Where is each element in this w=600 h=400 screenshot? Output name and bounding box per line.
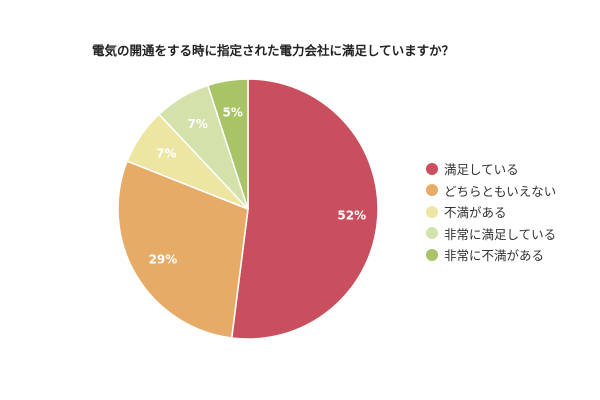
legend-swatch	[426, 205, 438, 218]
pie-slice-1	[230, 78, 379, 340]
data-label-3: 7%	[156, 146, 176, 160]
legend-swatch	[426, 248, 438, 261]
pie-slice-2	[117, 160, 249, 339]
chart-legend: 満足しているどちらともいえない 不満がある非常に満足している 非常に不満がある	[426, 158, 556, 266]
data-label-2: 29%	[149, 252, 178, 266]
legend-item-2: どちらともいえない	[426, 180, 556, 202]
pie-slices	[117, 78, 379, 340]
data-label-5: 5%	[223, 106, 243, 120]
legend-item-5: 非常に不満がある	[426, 244, 556, 266]
legend-item-4: 非常に満足している	[426, 223, 556, 245]
legend-item-3: 不満がある	[426, 201, 556, 223]
data-label-4: 7%	[188, 117, 208, 131]
legend-label: 非常に満足している	[444, 226, 557, 242]
legend-swatch	[426, 227, 438, 240]
pie-data-labels: 52% 29% 7% 7% 5%	[149, 106, 367, 267]
data-label-1: 52%	[337, 209, 366, 223]
pie-slice-5	[206, 78, 249, 210]
legend-label: 満足している	[444, 162, 519, 178]
legend-label: どちらともいえない	[444, 183, 557, 199]
legend-swatch	[426, 184, 438, 197]
legend-item-1: 満足している	[426, 158, 556, 180]
legend-label: 不満がある	[444, 205, 507, 221]
legend-label: 非常に不満がある	[444, 248, 545, 264]
chart-title: 電気の開通をする時に指定された電力会社に満足していますか？	[92, 43, 455, 58]
legend-swatch	[426, 162, 438, 175]
